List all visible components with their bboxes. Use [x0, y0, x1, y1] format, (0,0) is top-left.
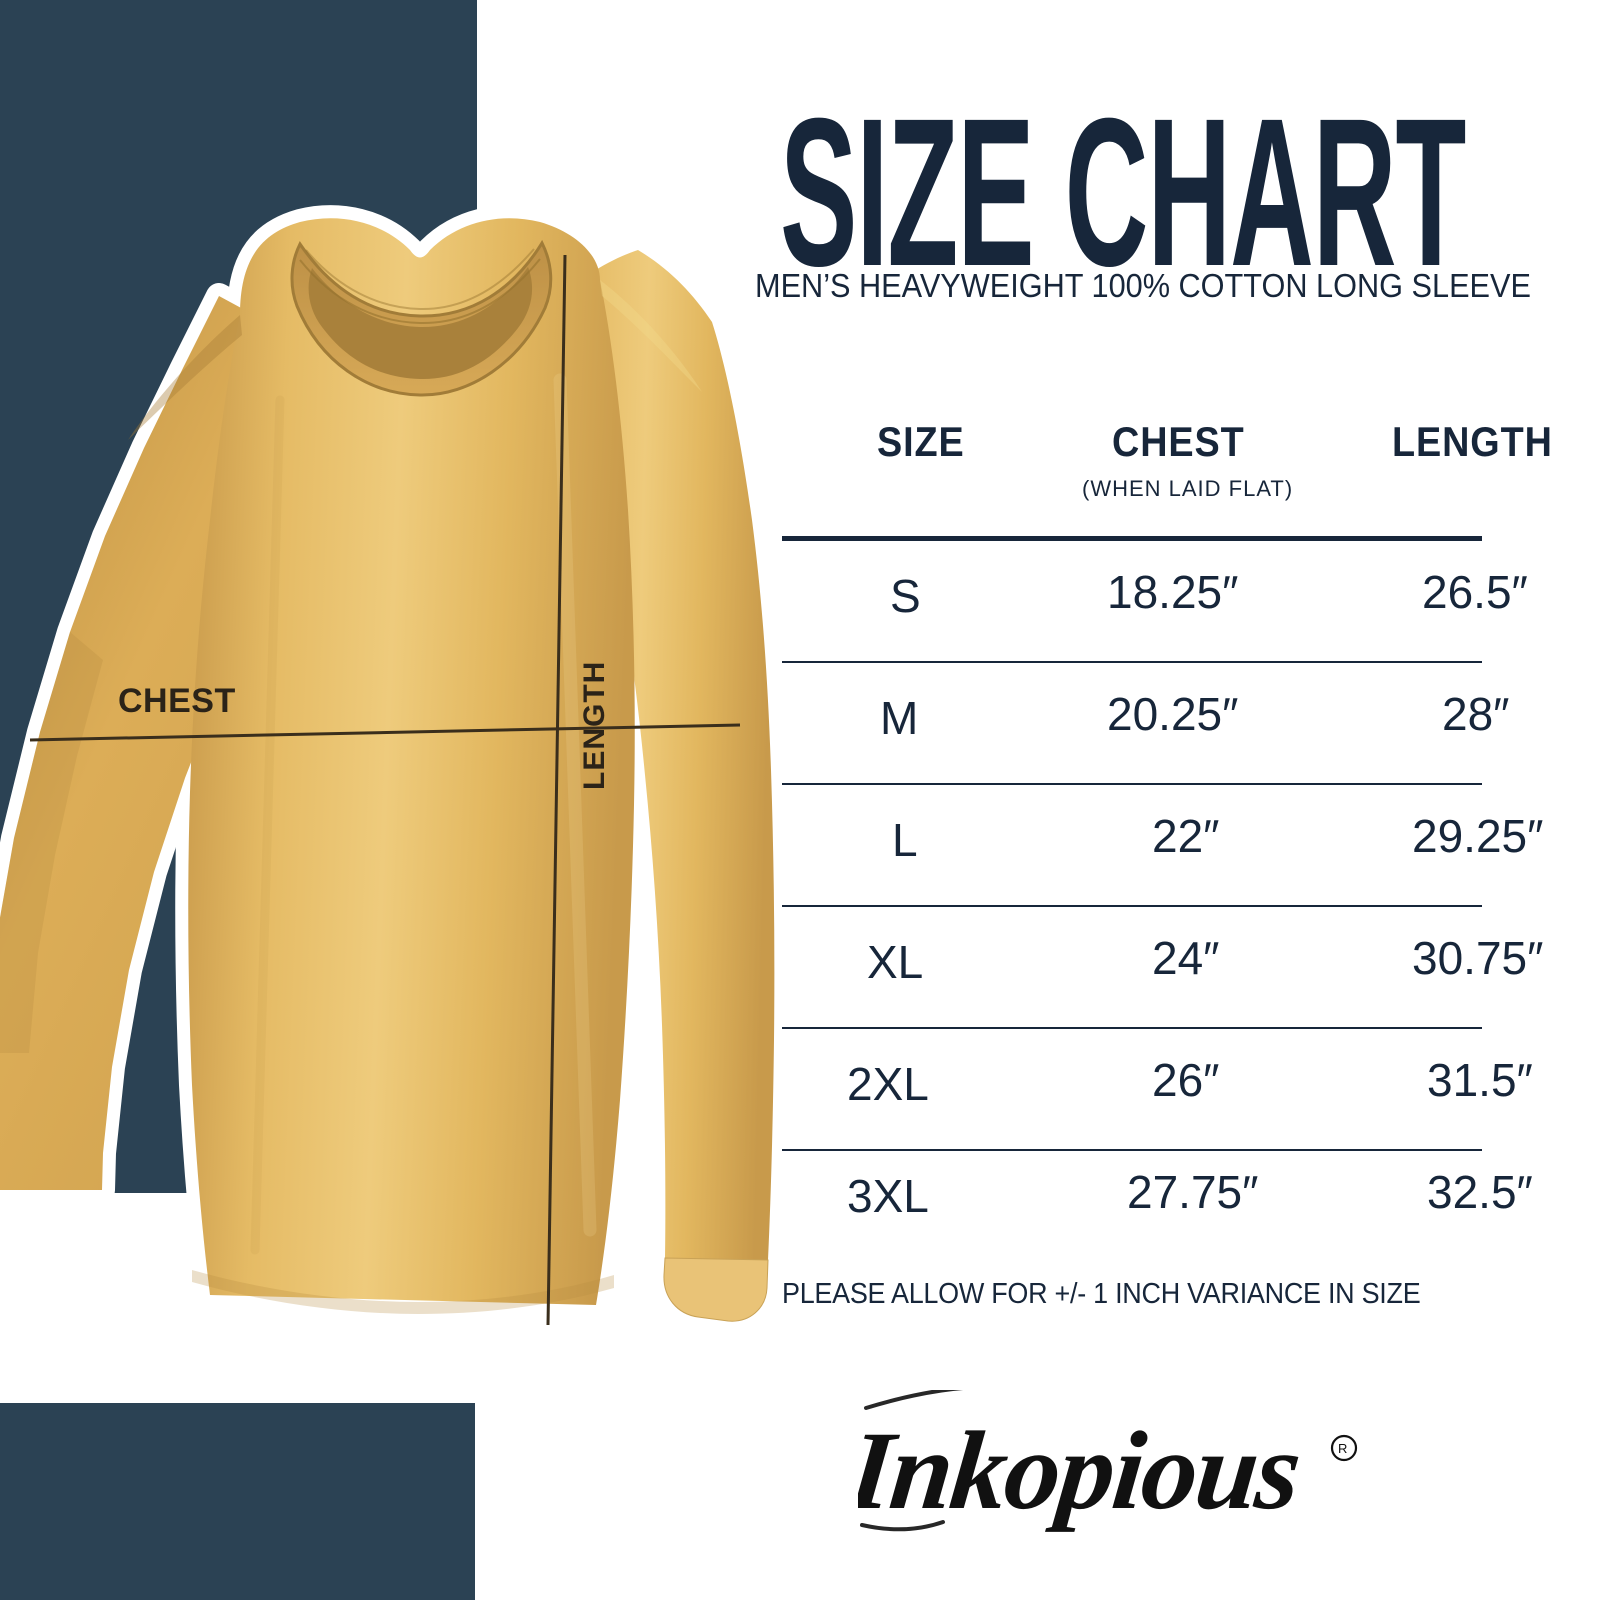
svg-text:Inkopious: Inkopious — [858, 1409, 1305, 1533]
svg-text:R: R — [1338, 1441, 1347, 1456]
